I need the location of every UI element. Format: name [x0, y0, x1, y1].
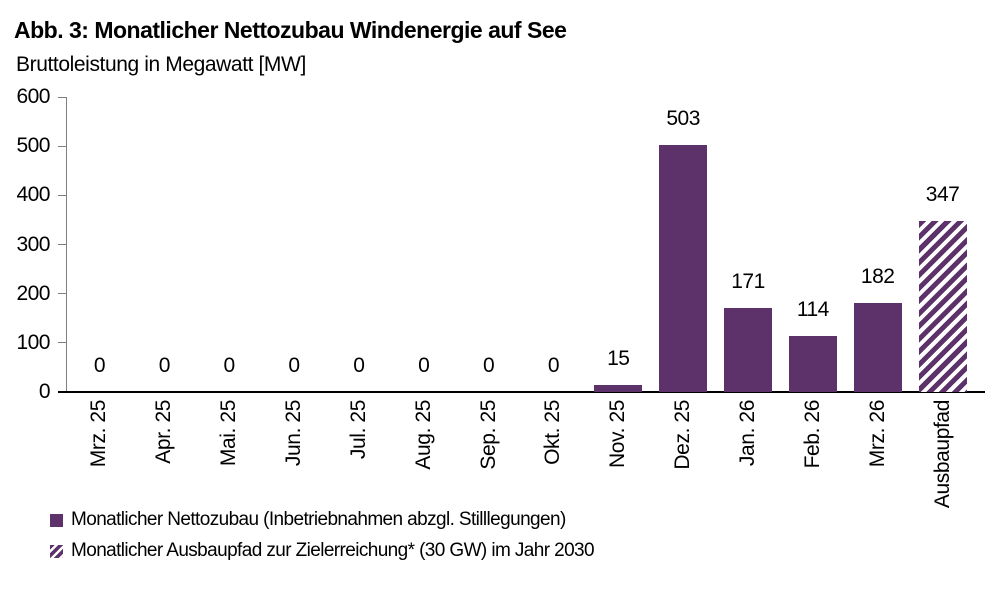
y-axis-tick — [58, 342, 67, 344]
y-axis-tick-label: 600 — [16, 85, 50, 108]
y-axis-tick-label: 200 — [16, 281, 50, 305]
x-axis-category-label: Ausbaupfad — [930, 400, 954, 509]
y-axis-line — [66, 97, 67, 392]
legend-swatch-solid-icon — [50, 513, 63, 527]
y-axis-title: Bruttoleistung in Megawatt [MW] — [16, 53, 306, 76]
bar-value-label: 0 — [93, 354, 106, 377]
x-axis-category-label: Feb. 26 — [800, 400, 824, 469]
x-axis-category-label: Jan. 26 — [736, 400, 759, 467]
legend-item: Monatlicher Nettozubau (Inbetriebnahmen … — [50, 508, 566, 532]
bar-value-label: 347 — [925, 183, 960, 207]
y-axis-tick — [58, 194, 67, 196]
legend-label: Monatlicher Nettozubau (Inbetriebnahmen … — [71, 509, 566, 530]
bar-value-label: 114 — [796, 297, 829, 321]
bar-value-label: 0 — [223, 354, 236, 377]
bar-value-label: 503 — [666, 106, 700, 130]
y-axis-tick-label: 500 — [16, 134, 50, 158]
bar-value-label: 15 — [607, 346, 630, 370]
x-axis-category-label: Dez. 25 — [671, 400, 695, 470]
bar-value-label: 0 — [158, 354, 171, 377]
x-axis-line — [58, 390, 985, 393]
x-axis-category-label: Nov. 25 — [606, 400, 630, 469]
bar-mrz-26 — [853, 302, 902, 392]
legend-label: Monatlicher Ausbaupfad zur Zielerreichun… — [71, 540, 595, 561]
x-axis-category-label: Mrz. 26 — [865, 400, 889, 468]
bar-value-label: 0 — [418, 354, 430, 377]
y-axis-tick-label: 0 — [38, 380, 51, 403]
bar-jan-26 — [724, 307, 772, 392]
bar-value-label: 171 — [731, 269, 765, 293]
bar-value-label: 0 — [547, 354, 560, 377]
bar-feb-26 — [788, 335, 837, 392]
y-axis-tick — [58, 145, 67, 147]
bar-value-label: 0 — [288, 354, 300, 377]
bar-dez-25 — [659, 144, 708, 392]
y-axis-tick — [58, 293, 67, 295]
y-axis-tick-label: 300 — [16, 232, 50, 256]
legend-item: Monatlicher Ausbaupfad zur Zielerreichun… — [50, 539, 595, 563]
chart-title: Abb. 3: Monatlicher Nettozubau Windenerg… — [14, 17, 567, 43]
bar-value-label: 0 — [482, 354, 495, 377]
legend-swatch-hatched-icon — [50, 544, 63, 558]
bar-nov-25 — [594, 384, 643, 392]
y-axis-tick-label: 100 — [16, 330, 50, 354]
bar-value-label: 0 — [353, 354, 365, 377]
y-axis-tick-label: 400 — [16, 183, 50, 207]
bar-value-label: 182 — [860, 264, 895, 288]
y-axis-tick — [58, 244, 67, 245]
y-axis-tick — [58, 96, 67, 98]
bar-ausbaupfad — [918, 221, 967, 392]
